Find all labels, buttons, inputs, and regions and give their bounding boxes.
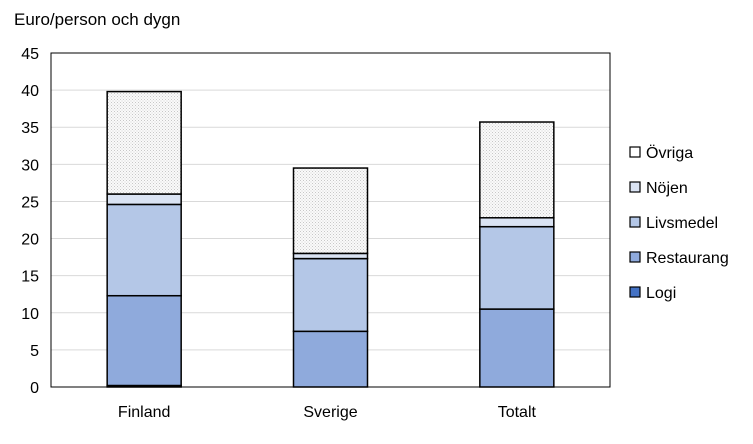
legend-label-nöjen: Nöjen <box>646 180 688 197</box>
bar-sverige-nöjen <box>292 252 369 260</box>
legend-swatch-nöjen <box>629 181 641 193</box>
x-axis-tick-labels: Finland Sverige Totalt <box>118 404 537 421</box>
legend: Övriga Nöjen Livsmedel Restaurang Logi <box>629 144 729 302</box>
y-tick-label: 35 <box>21 120 39 137</box>
x-tick-label-sverige: Sverige <box>303 404 357 421</box>
y-tick-label: 10 <box>21 306 39 323</box>
y-tick-label: 20 <box>21 232 39 249</box>
chart-title: Euro/person och dygn <box>14 10 180 29</box>
x-tick-label-totalt: Totalt <box>498 404 537 421</box>
legend-swatch-övriga <box>629 146 641 158</box>
bar-finland-nöjen <box>106 193 182 206</box>
y-tick-label: 40 <box>21 83 39 100</box>
legend-label-restaurang: Restaurang <box>646 250 729 267</box>
bar-finland-livsmedel <box>106 203 182 297</box>
legend-label-livsmedel: Livsmedel <box>646 215 718 232</box>
legend-label-övriga: Övriga <box>646 144 693 162</box>
y-tick-label: 15 <box>21 269 39 286</box>
legend-swatch-restaurang <box>629 251 641 263</box>
bar-totalt-restaurang <box>479 308 555 388</box>
y-tick-label: 30 <box>21 157 39 174</box>
legend-swatch-logi <box>629 286 641 298</box>
y-tick-label: 25 <box>21 194 39 211</box>
bar-finland-övriga <box>106 90 182 195</box>
bar-sverige-livsmedel <box>292 257 369 333</box>
bar-totalt-livsmedel <box>479 225 555 310</box>
y-axis-tick-labels: 0 5 10 15 20 25 30 35 40 45 <box>21 46 39 397</box>
bar-sverige-övriga <box>292 167 369 255</box>
x-tick-label-finland: Finland <box>118 404 170 421</box>
bars <box>106 90 555 388</box>
bar-totalt-övriga <box>479 121 555 219</box>
bar-totalt-nöjen <box>479 217 555 228</box>
bar-finland-restaurang <box>106 294 182 387</box>
legend-swatch-livsmedel <box>629 216 641 228</box>
legend-label-logi: Logi <box>646 285 676 302</box>
y-tick-label: 5 <box>30 343 39 360</box>
y-tick-label: 0 <box>30 380 39 397</box>
y-tick-label: 45 <box>21 46 39 63</box>
bar-sverige-restaurang <box>292 330 369 388</box>
